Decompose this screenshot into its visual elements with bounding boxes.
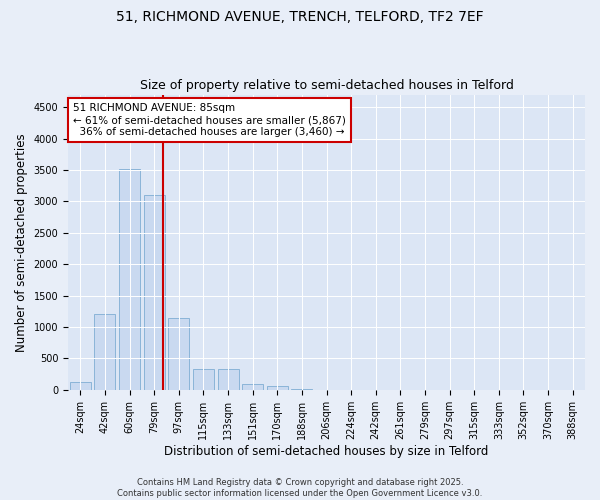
Bar <box>218 369 239 390</box>
Title: Size of property relative to semi-detached houses in Telford: Size of property relative to semi-detach… <box>140 79 514 92</box>
Bar <box>267 386 288 390</box>
Y-axis label: Number of semi-detached properties: Number of semi-detached properties <box>15 133 28 352</box>
Bar <box>70 382 91 390</box>
Bar <box>292 388 313 390</box>
Bar <box>119 168 140 390</box>
Bar <box>193 369 214 390</box>
Text: Contains HM Land Registry data © Crown copyright and database right 2025.
Contai: Contains HM Land Registry data © Crown c… <box>118 478 482 498</box>
X-axis label: Distribution of semi-detached houses by size in Telford: Distribution of semi-detached houses by … <box>164 444 489 458</box>
Bar <box>242 384 263 390</box>
Text: 51 RICHMOND AVENUE: 85sqm
← 61% of semi-detached houses are smaller (5,867)
  36: 51 RICHMOND AVENUE: 85sqm ← 61% of semi-… <box>73 104 346 136</box>
Bar <box>144 195 164 390</box>
Bar <box>94 314 115 390</box>
Text: 51, RICHMOND AVENUE, TRENCH, TELFORD, TF2 7EF: 51, RICHMOND AVENUE, TRENCH, TELFORD, TF… <box>116 10 484 24</box>
Bar <box>169 318 189 390</box>
